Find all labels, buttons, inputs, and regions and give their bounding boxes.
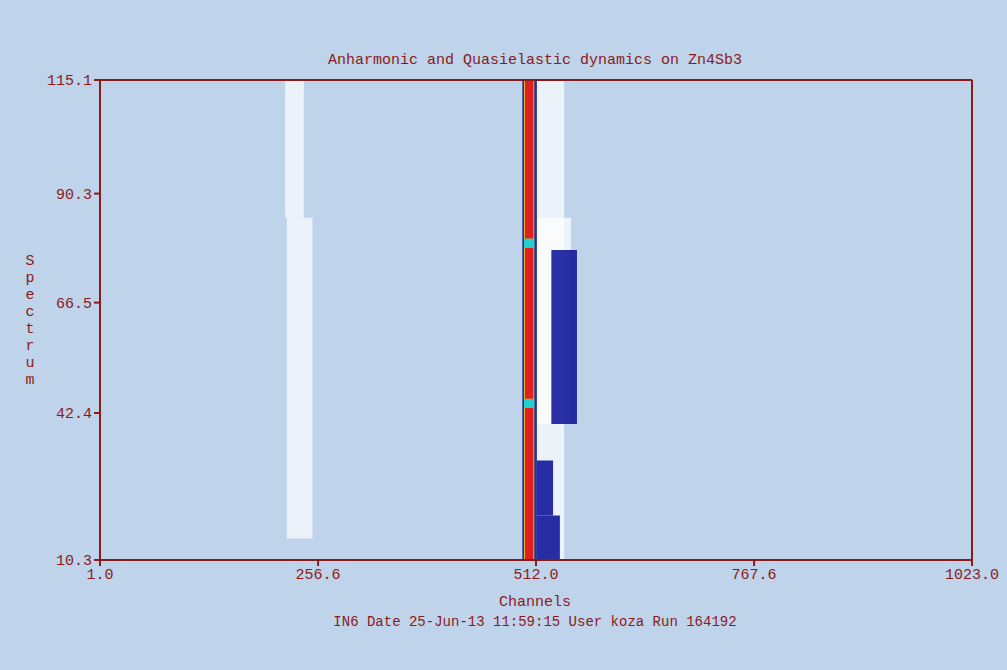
svg-text:115.1: 115.1 [47,73,92,90]
svg-text:767.6: 767.6 [732,567,777,584]
svg-text:10.3: 10.3 [56,553,92,570]
html-text:m: m [25,371,35,389]
html-text:r: r [25,337,35,355]
svg-text:512.0: 512.0 [513,567,558,584]
html-text:Anharmonic and Quasielastic dy: Anharmonic and Quasielastic dynamics on … [328,52,742,69]
html-text:e: e [25,286,35,304]
html-text:u: u [25,354,35,372]
html-text:t: t [25,320,35,338]
svg-text:256.6: 256.6 [296,567,341,584]
html-text:IN6 Date 25-Jun-13 11:59:15 Us: IN6 Date 25-Jun-13 11:59:15 User koza Ru… [333,614,737,630]
svg-text:66.5: 66.5 [56,296,92,313]
svg-text:1023.0: 1023.0 [945,567,999,584]
svg-text:90.3: 90.3 [56,187,92,204]
svg-text:1.0: 1.0 [86,566,114,584]
html-text:Channels: Channels [499,594,571,611]
html-text:c: c [25,303,35,321]
html-text:p: p [25,269,35,287]
svg-text:42.4: 42.4 [56,406,92,423]
html-text:S: S [25,252,35,270]
